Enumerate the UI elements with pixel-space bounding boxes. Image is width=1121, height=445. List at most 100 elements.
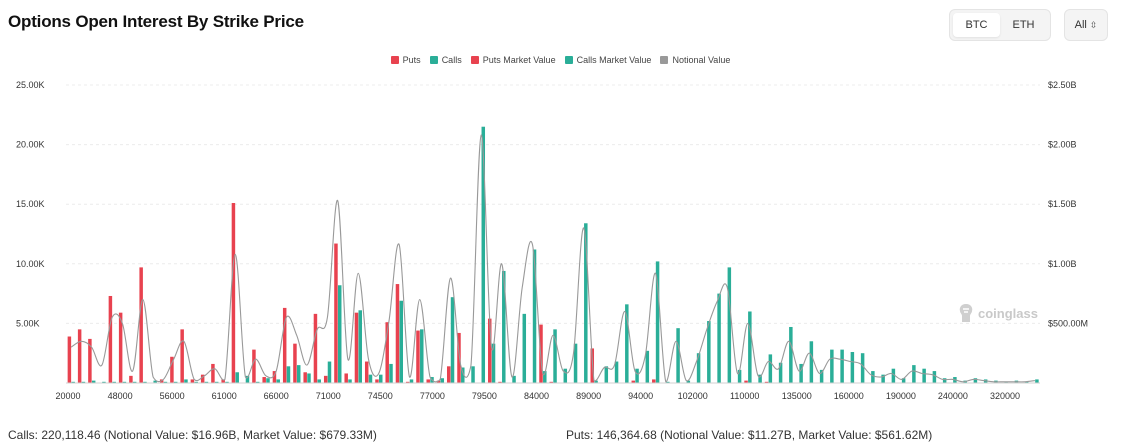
calls-bar[interactable] [440, 378, 445, 383]
calls-bar[interactable] [912, 365, 916, 383]
calls-bar[interactable] [871, 371, 875, 383]
calls-bar[interactable] [1035, 379, 1039, 383]
calls-bar[interactable] [214, 381, 219, 383]
calls-bar[interactable] [819, 369, 824, 383]
calls-bar[interactable] [1024, 381, 1029, 383]
calls-bar[interactable] [666, 381, 670, 383]
calls-bar[interactable] [163, 381, 168, 383]
calls-bar[interactable] [1004, 381, 1008, 383]
legend-item-puts[interactable]: Puts [390, 55, 421, 65]
calls-bar[interactable] [491, 343, 496, 383]
calls-bar[interactable] [707, 321, 711, 383]
puts-bar[interactable] [221, 379, 225, 383]
puts-bar[interactable] [272, 371, 277, 383]
puts-bar[interactable] [446, 366, 451, 383]
calls-bar[interactable] [655, 261, 660, 383]
calls-bar[interactable] [625, 304, 629, 383]
calls-bar[interactable] [173, 381, 178, 383]
puts-bar[interactable] [180, 329, 184, 383]
calls-bar[interactable] [317, 379, 321, 383]
calls-bar[interactable] [399, 300, 403, 383]
calls-bar[interactable] [450, 297, 455, 383]
calls-bar[interactable] [573, 343, 578, 383]
puts-bar[interactable] [108, 295, 113, 383]
calls-bar[interactable] [337, 285, 342, 383]
calls-bar[interactable] [645, 350, 650, 383]
puts-bar[interactable] [303, 372, 307, 383]
calls-bar[interactable] [471, 366, 475, 383]
calls-bar[interactable] [184, 379, 188, 383]
calls-bar[interactable] [204, 381, 209, 383]
calls-bar[interactable] [676, 328, 680, 383]
calls-bar[interactable] [368, 374, 373, 383]
calls-bar[interactable] [235, 372, 239, 383]
calls-bar[interactable] [778, 362, 783, 383]
puts-bar[interactable] [652, 379, 656, 383]
calls-bar[interactable] [563, 368, 568, 383]
calls-bar[interactable] [358, 310, 362, 383]
calls-bar[interactable] [891, 368, 896, 383]
calls-bar[interactable] [932, 371, 937, 383]
puts-bar[interactable] [354, 312, 359, 383]
calls-bar[interactable] [686, 380, 691, 383]
calls-bar[interactable] [102, 381, 106, 383]
puts-bar[interactable] [293, 343, 297, 383]
puts-bar[interactable] [375, 379, 379, 383]
calls-bar[interactable] [255, 381, 260, 383]
calls-bar[interactable] [768, 354, 773, 383]
puts-bar[interactable] [282, 307, 287, 383]
puts-bar[interactable] [344, 373, 348, 383]
legend-item-calls-market-value[interactable]: Calls Market Value [564, 55, 651, 65]
puts-bar[interactable] [88, 338, 92, 383]
puts-bar[interactable] [262, 377, 266, 383]
calls-bar[interactable] [584, 223, 588, 383]
puts-bar[interactable] [764, 381, 769, 383]
calls-bar[interactable] [194, 381, 198, 383]
puts-bar[interactable] [313, 313, 318, 383]
calls-bar[interactable] [122, 381, 127, 383]
puts-bar[interactable] [395, 284, 400, 383]
calls-bar[interactable] [973, 378, 978, 383]
calls-bar[interactable] [758, 374, 762, 383]
puts-bar[interactable] [416, 330, 420, 383]
puts-bar[interactable] [323, 375, 328, 383]
puts-bar[interactable] [67, 336, 72, 383]
calls-bar[interactable] [737, 369, 742, 383]
calls-bar[interactable] [348, 379, 352, 383]
puts-bar[interactable] [118, 312, 123, 383]
calls-bar[interactable] [942, 378, 947, 383]
calls-bar[interactable] [481, 126, 486, 383]
btc-tab[interactable]: BTC [953, 13, 1000, 37]
calls-bar[interactable] [532, 249, 537, 384]
calls-bar[interactable] [266, 378, 270, 383]
puts-bar[interactable] [252, 349, 256, 383]
puts-bar[interactable] [139, 267, 143, 383]
calls-bar[interactable] [225, 381, 229, 383]
calls-bar[interactable] [461, 367, 465, 384]
calls-bar[interactable] [922, 368, 926, 383]
puts-bar[interactable] [744, 380, 748, 383]
calls-bar[interactable] [901, 378, 906, 383]
calls-bar[interactable] [809, 341, 814, 383]
puts-bar[interactable] [385, 322, 389, 383]
calls-bar[interactable] [143, 381, 147, 383]
puts-bar[interactable] [129, 375, 133, 383]
calls-bar[interactable] [81, 381, 86, 383]
calls-bar[interactable] [717, 293, 721, 383]
calls-bar[interactable] [614, 361, 619, 383]
calls-bar[interactable] [245, 375, 250, 383]
legend-item-notional-value[interactable]: Notional Value [660, 55, 730, 65]
calls-bar[interactable] [71, 381, 75, 383]
puts-bar[interactable] [549, 381, 553, 383]
calls-bar[interactable] [860, 353, 865, 383]
puts-bar[interactable] [436, 380, 441, 383]
calls-bar[interactable] [327, 361, 332, 383]
puts-bar[interactable] [631, 380, 636, 383]
calls-bar[interactable] [727, 267, 732, 383]
calls-bar[interactable] [635, 368, 639, 383]
calls-bar[interactable] [840, 349, 844, 383]
puts-bar[interactable] [231, 203, 236, 383]
calls-bar[interactable] [594, 380, 598, 383]
puts-bar[interactable] [364, 361, 369, 383]
calls-bar[interactable] [850, 352, 855, 383]
